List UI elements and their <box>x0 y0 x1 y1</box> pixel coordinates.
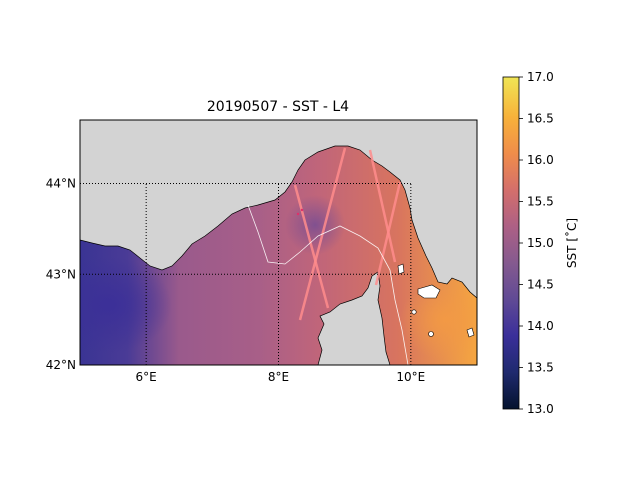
drifter-path <box>247 204 409 365</box>
drifter-paths <box>247 204 409 365</box>
track-line <box>368 149 397 263</box>
giglio-island <box>428 331 434 337</box>
map-title: 20190507 - SST - L4 <box>207 99 349 115</box>
colorbar-gradient <box>502 76 520 410</box>
colorbar-tick-label: 16.0 <box>527 153 554 167</box>
colorbar-tick-label: 16.5 <box>527 112 554 126</box>
colorbar-tick-label: 13.0 <box>527 402 554 416</box>
corsica-land <box>317 271 391 365</box>
colorbar-label: SST [˚C] <box>564 218 579 268</box>
colorbar-ticks: 13.0 13.5 14.0 14.5 15.0 15.5 16.0 16.5 17.0 <box>519 70 554 416</box>
map-frame <box>79 119 478 366</box>
longitude-tick-label: 6°E <box>136 370 157 384</box>
latitude-tick-label: 43°N <box>46 267 76 281</box>
colorbar: 13.0 13.5 14.0 14.5 15.0 15.5 16.0 16.5 17.0 SST… <box>502 70 579 416</box>
latitude-tick-label: 42°N <box>46 358 76 372</box>
colorbar-tick-label: 15.0 <box>527 236 554 250</box>
track-line <box>374 181 402 286</box>
colorbar-tick-label: 17.0 <box>527 70 554 84</box>
colorbar-tick-label: 13.5 <box>527 361 554 375</box>
tyrrhenian-warm-patch <box>400 280 477 360</box>
longitude-tick-label: 10°E <box>396 370 425 384</box>
latitude-labels: 42°N 43°N 44°N <box>46 177 76 372</box>
longitude-labels: 6°E 8°E 10°E <box>136 370 426 384</box>
giannutri-island <box>397 263 405 275</box>
satellite-tracks <box>293 147 402 321</box>
map-area <box>80 120 477 365</box>
cold-water-patch <box>80 257 172 353</box>
gridlines <box>80 183 412 365</box>
colorbar-tick-label: 14.5 <box>527 278 554 292</box>
capraia-island <box>411 309 417 315</box>
latitude-tick-label: 44°N <box>46 177 76 191</box>
elba-island <box>417 284 441 299</box>
track-line <box>293 184 330 309</box>
ligurian-cool-patch <box>285 195 345 255</box>
colorbar-tick-label: 14.0 <box>527 319 554 333</box>
mainland-land <box>80 120 477 299</box>
montecristo-island <box>466 327 475 338</box>
red-marker <box>296 208 304 216</box>
colorbar-tick-label: 15.5 <box>527 195 554 209</box>
longitude-tick-label: 8°E <box>268 370 289 384</box>
